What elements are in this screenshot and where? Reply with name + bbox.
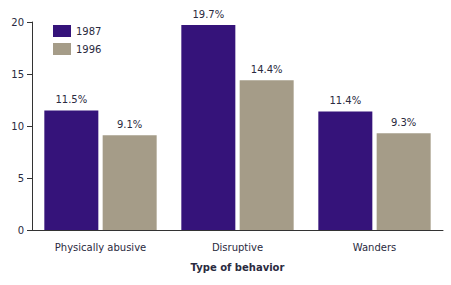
svg-text:0: 0 xyxy=(18,225,24,236)
svg-text:Type of behavior: Type of behavior xyxy=(191,262,285,273)
svg-text:10: 10 xyxy=(11,121,24,132)
svg-text:5: 5 xyxy=(18,173,24,184)
svg-text:1996: 1996 xyxy=(76,44,101,55)
svg-text:20: 20 xyxy=(11,17,24,28)
svg-text:11.5%: 11.5% xyxy=(55,94,87,105)
svg-text:14.4%: 14.4% xyxy=(251,64,283,75)
svg-text:9.3%: 9.3% xyxy=(391,117,416,128)
svg-text:1987: 1987 xyxy=(76,26,101,37)
svg-text:19.7%: 19.7% xyxy=(192,9,224,20)
svg-text:Wanders: Wanders xyxy=(353,242,397,253)
svg-text:9.1%: 9.1% xyxy=(117,119,142,130)
svg-text:Disruptive: Disruptive xyxy=(212,242,263,253)
svg-text:15: 15 xyxy=(11,69,24,80)
svg-text:Physically abusive: Physically abusive xyxy=(55,242,146,253)
svg-text:11.4%: 11.4% xyxy=(329,95,361,106)
